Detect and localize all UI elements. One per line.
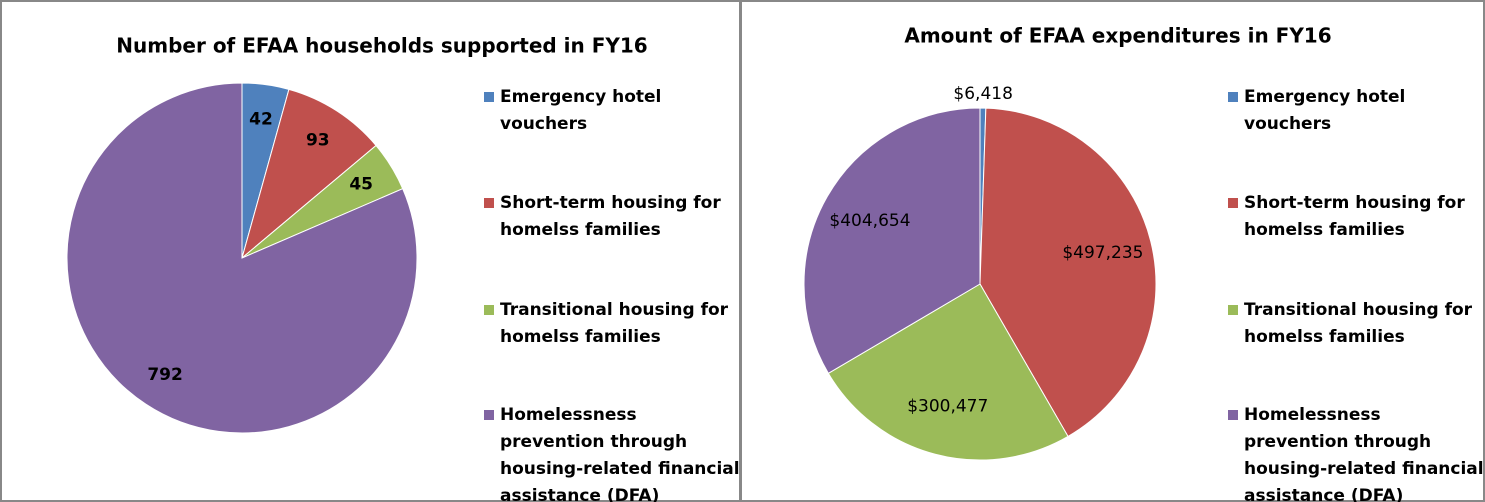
legend-entry: Short-term housing for homelss families xyxy=(1228,190,1484,244)
data-label: 792 xyxy=(147,365,183,385)
legend-label: Short-term housing for homelss families xyxy=(500,193,721,240)
legend-swatch xyxy=(1228,92,1238,102)
legend-entry: Transitional housing for homelss familie… xyxy=(1228,297,1484,351)
pie-slice xyxy=(66,82,418,434)
data-label: 42 xyxy=(249,109,273,129)
chart-title: Amount of EFAA expenditures in FY16 xyxy=(904,24,1331,48)
data-label: $6,418 xyxy=(953,84,1012,104)
legend-swatch xyxy=(1228,410,1238,420)
pie-slice xyxy=(827,283,1069,461)
chart-title: Number of EFAA households supported in F… xyxy=(116,34,647,58)
data-label: 45 xyxy=(349,175,373,195)
legend-swatch xyxy=(484,410,494,420)
legend-label: Transitional housing for homelss familie… xyxy=(1244,300,1473,347)
legend-entry: Emergency hotel vouchers xyxy=(1228,84,1484,138)
legend-label: Homelessness prevention through housing-… xyxy=(1244,405,1484,502)
data-label: $404,654 xyxy=(829,211,910,231)
data-label: $300,477 xyxy=(907,397,988,417)
legend-label: Emergency hotel vouchers xyxy=(500,87,662,134)
legend-entry: Homelessness prevention through housing-… xyxy=(1228,402,1484,502)
legend-label: Transitional housing for homelss familie… xyxy=(500,300,729,347)
legend-entry: Emergency hotel vouchers xyxy=(484,84,740,138)
pie-slice xyxy=(979,107,1157,438)
legend-label: Emergency hotel vouchers xyxy=(1244,87,1406,134)
legend-swatch xyxy=(484,92,494,102)
legend-entry: Short-term housing for homelss families xyxy=(484,190,740,244)
pie-slice xyxy=(803,107,981,375)
legend-swatch xyxy=(484,198,494,208)
legend-entry: Transitional housing for homelss familie… xyxy=(484,297,740,351)
panel-border xyxy=(740,0,1485,502)
legend-swatch xyxy=(1228,305,1238,315)
data-label: 93 xyxy=(306,130,330,150)
legend-swatch xyxy=(1228,198,1238,208)
data-label: $497,235 xyxy=(1062,243,1143,263)
pie-slice xyxy=(241,88,377,260)
legend-entry: Homelessness prevention through housing-… xyxy=(484,402,740,502)
legend-label: Short-term housing for homelss families xyxy=(1244,193,1465,240)
legend-swatch xyxy=(484,305,494,315)
legend-label: Homelessness prevention through housing-… xyxy=(500,405,740,502)
